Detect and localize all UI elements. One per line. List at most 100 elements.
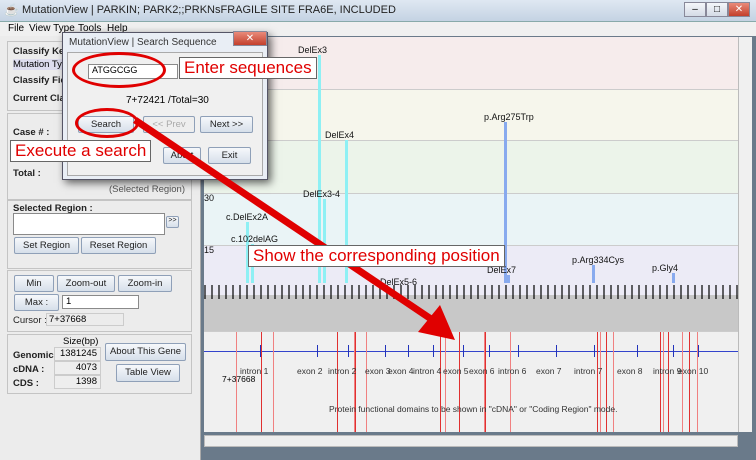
exit-button[interactable]: Exit xyxy=(208,147,251,164)
exon-tick xyxy=(698,345,699,357)
set-region-button[interactable]: Set Region xyxy=(14,237,79,254)
max-button[interactable]: Max : xyxy=(14,294,59,311)
selected-region-note: (Selected Region) xyxy=(108,184,185,195)
mutation-stem[interactable] xyxy=(672,273,675,283)
region-group: Selected Region : >> Set Region Reset Re… xyxy=(7,199,192,269)
highlight-search-ellipse xyxy=(75,108,139,138)
mutation-label[interactable]: p.Arg275Trp xyxy=(484,112,534,122)
menu-help[interactable]: Help xyxy=(107,23,128,34)
mutation-position-line xyxy=(445,332,446,432)
mutation-label[interactable]: c.DelEx2A xyxy=(226,212,269,222)
band-bottom xyxy=(204,295,738,332)
mutation-position-line xyxy=(663,332,664,432)
menu-view-type[interactable]: View Type xyxy=(29,23,75,34)
genomic-label: Genomic : xyxy=(13,350,60,361)
exon-tick xyxy=(433,345,434,357)
mutation-position-line xyxy=(597,332,598,432)
mutation-label[interactable]: p.Gly4 xyxy=(652,263,679,273)
menu-tools[interactable]: Tools xyxy=(78,23,102,34)
selected-region-field[interactable] xyxy=(13,213,165,235)
case-label: Case # : xyxy=(13,127,50,138)
mutation-position-line xyxy=(484,332,485,432)
prev-button[interactable]: << Prev xyxy=(143,116,195,133)
chart-vertical-scrollbar[interactable] xyxy=(738,37,752,332)
exon-tick xyxy=(594,345,595,357)
band-4 xyxy=(204,194,738,246)
mutation-position-line xyxy=(459,332,460,432)
classify-key-select[interactable]: Mutation Type xyxy=(13,59,73,70)
genomic-size: 1381245 xyxy=(54,347,101,361)
exon-tick xyxy=(673,345,674,357)
callout-show: Show the corresponding position xyxy=(248,245,505,267)
current-class-label: Current Class xyxy=(13,93,76,104)
mutation-position-line xyxy=(440,332,441,432)
classify-field-label: Classify Field xyxy=(13,75,75,86)
minimize-button[interactable]: – xyxy=(684,2,706,17)
arrow-head xyxy=(418,305,455,340)
horizontal-scrollbar[interactable] xyxy=(204,435,738,447)
zoom-out-button[interactable]: Zoom-out xyxy=(57,275,115,292)
mutation-stem[interactable] xyxy=(592,265,595,283)
mutation-stem[interactable] xyxy=(345,140,348,283)
zoom-in-button[interactable]: Zoom-in xyxy=(118,275,172,292)
mutation-position-line xyxy=(261,332,262,432)
gene-vertical-scrollbar[interactable] xyxy=(738,332,752,432)
exon-tick xyxy=(348,345,349,357)
exon-tick xyxy=(317,345,318,357)
max-input[interactable]: 1 xyxy=(62,295,139,309)
mutation-stem[interactable] xyxy=(323,199,326,283)
table-view-button[interactable]: Table View xyxy=(116,364,180,382)
exon-tick xyxy=(463,345,464,357)
mutation-position-line xyxy=(668,332,669,432)
mutation-label[interactable]: p.Arg334Cys xyxy=(572,255,625,265)
mutation-stem[interactable] xyxy=(318,55,321,283)
gene-region-label: intron 7 xyxy=(574,366,603,376)
mutation-position-line xyxy=(273,332,274,432)
reset-region-button[interactable]: Reset Region xyxy=(81,237,156,254)
next-button[interactable]: Next >> xyxy=(200,116,253,133)
gene-region-label: exon 5 xyxy=(443,366,469,376)
dialog-close-button[interactable]: ✕ xyxy=(233,31,267,46)
min-button[interactable]: Min xyxy=(14,275,54,292)
classify-key-label: Classify Key : xyxy=(13,46,76,57)
gene-region-label: intron 9 xyxy=(653,366,682,376)
cursor-value: 7+37668 xyxy=(46,313,124,326)
gene-region-label: exon 6 xyxy=(469,366,495,376)
highlight-input-ellipse xyxy=(72,52,166,88)
callout-enter: Enter sequences xyxy=(179,57,317,79)
mutation-stem[interactable] xyxy=(246,222,249,283)
exon-tick xyxy=(637,345,638,357)
mutation-label[interactable]: DelEx5-6 xyxy=(380,277,418,287)
gene-region-label: exon 3 xyxy=(365,366,391,376)
gene-region-label: intron 2 xyxy=(328,366,357,376)
mutation-stem[interactable] xyxy=(504,122,507,283)
mutation-stem[interactable] xyxy=(507,275,510,283)
gene-region-label: exon 2 xyxy=(297,366,323,376)
mutation-position-line xyxy=(485,332,486,432)
size-group: Size(bp) Genomic : 1381245 cDNA : 4073 C… xyxy=(7,334,192,394)
exon-tick xyxy=(556,345,557,357)
cdna-size: 4073 xyxy=(54,361,101,375)
total-label: Total : xyxy=(13,168,41,179)
title-bar: ☕ MutationView | PARKIN; PARK2;;PRKNsFRA… xyxy=(0,0,756,22)
mutation-label[interactable]: DelEx4 xyxy=(325,130,355,140)
maximize-button[interactable]: □ xyxy=(706,2,728,17)
exon-tick xyxy=(385,345,386,357)
gene-structure-panel: 7+37668 intron 1 exon 2 intron 2 exon 3 exon… xyxy=(204,332,738,447)
exon-tick xyxy=(518,345,519,357)
mutation-label[interactable]: DelEx7 xyxy=(487,265,517,275)
mutation-position-line xyxy=(355,332,356,432)
gene-region-label: exon 4 xyxy=(388,366,414,376)
mutation-label[interactable]: c.102delAG xyxy=(231,234,279,244)
mutation-label[interactable]: DelEx3 xyxy=(298,45,328,55)
mutation-chart[interactable]: 30 15 DelEx3 DelEx4 p.Arg275Trp DelEx3-4 c.D… xyxy=(204,37,738,332)
gene-region-label: exon 8 xyxy=(617,366,643,376)
close-button[interactable]: ✕ xyxy=(728,2,750,17)
mutation-position-line xyxy=(337,332,338,432)
mutation-label[interactable]: DelEx3-4 xyxy=(303,189,341,199)
expand-button[interactable]: >> xyxy=(166,216,179,228)
menu-file[interactable]: File xyxy=(8,23,25,34)
about-gene-button[interactable]: About This Gene xyxy=(105,343,186,361)
exon-tick xyxy=(489,345,490,357)
